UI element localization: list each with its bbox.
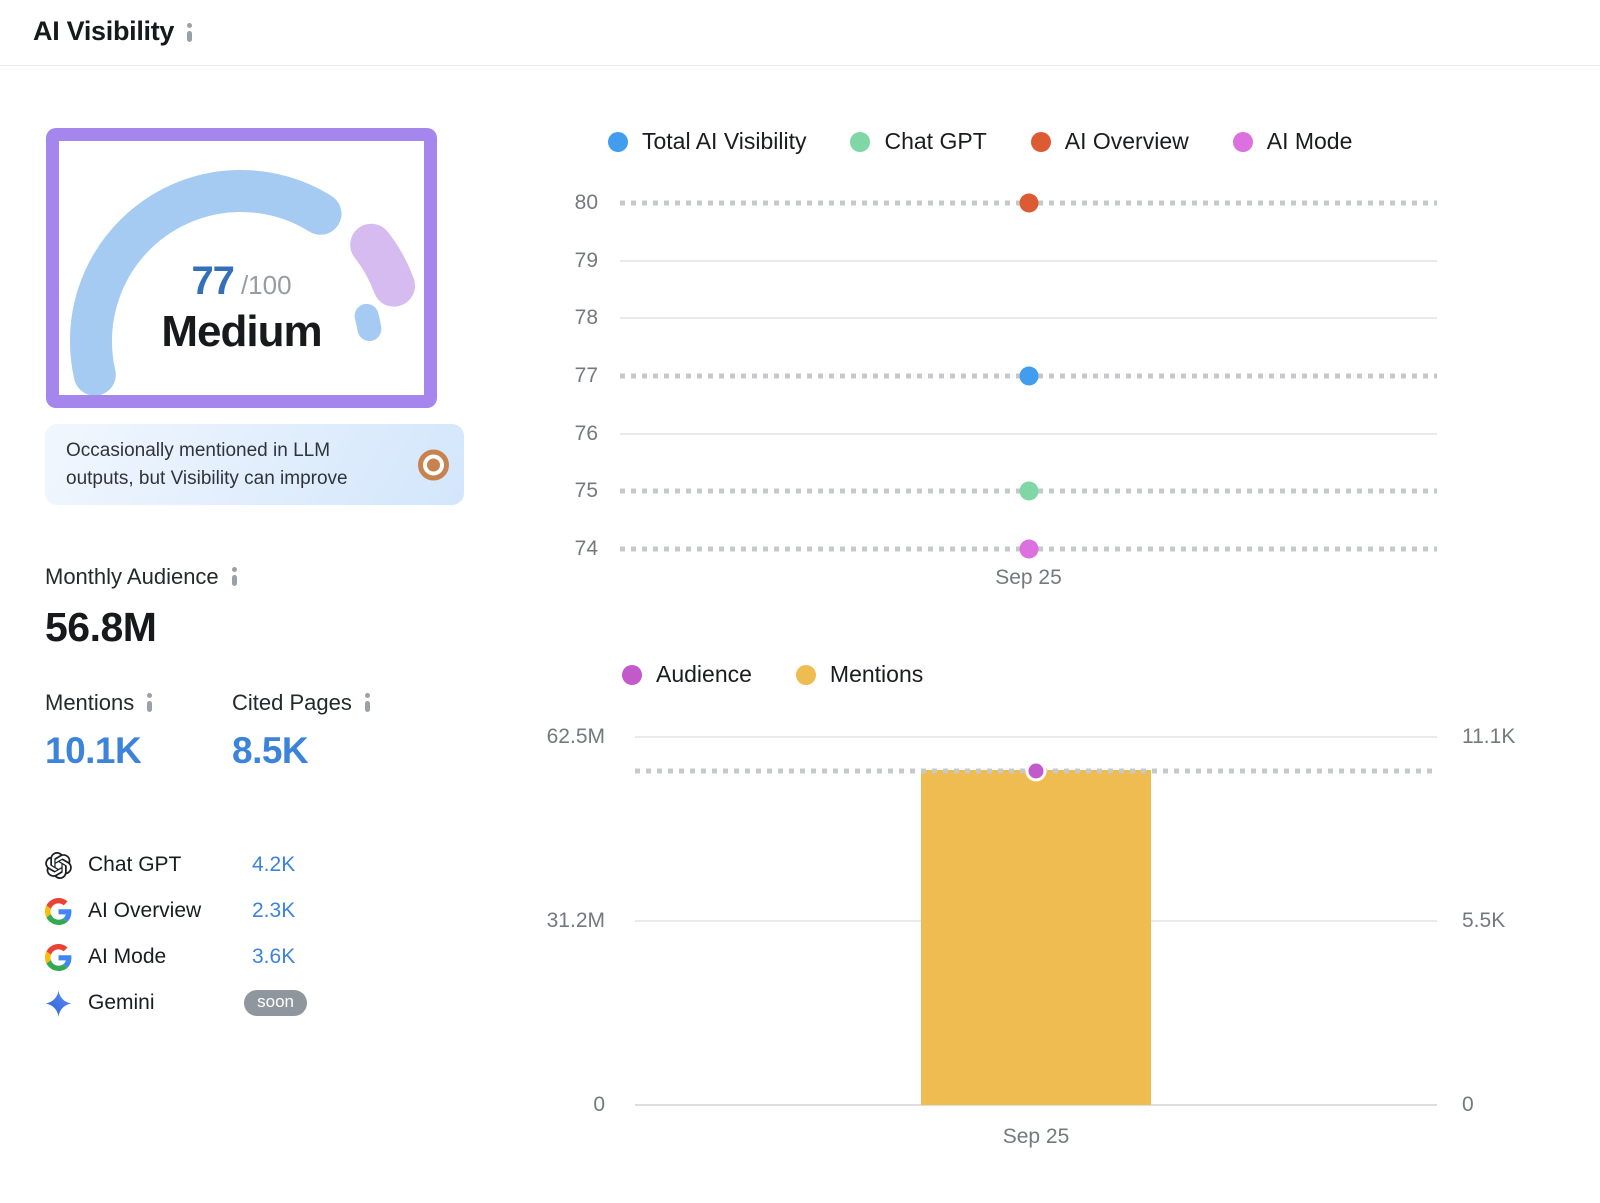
y-axis-tick-right: 0 — [1462, 1093, 1474, 1116]
y-axis-tick: 75 — [574, 479, 598, 503]
cited-pages-value: 8.5K — [232, 730, 309, 771]
legend-dot-icon — [1232, 131, 1253, 152]
data-point[interactable] — [1019, 366, 1038, 386]
target-icon — [418, 449, 449, 480]
visibility-plot: 80 79 78 77 76 75 74 Sep 25 — [575, 191, 1437, 589]
platform-row: Chat GPT 4.2K — [45, 842, 307, 888]
platform-row: AI Mode 3.6K — [45, 934, 307, 980]
data-point[interactable] — [1019, 193, 1038, 213]
y-axis-tick: 76 — [574, 421, 598, 445]
data-point[interactable] — [1019, 481, 1038, 501]
platform-name: Chat GPT — [88, 853, 182, 876]
gauge-rating-label: Medium — [161, 307, 322, 356]
y-axis-tick: 80 — [574, 191, 598, 214]
platform-row: Gemini soon — [45, 980, 307, 1026]
legend-label: AI Overview — [1064, 128, 1189, 154]
legend-item-ai-overview[interactable]: AI Overview — [1030, 128, 1189, 155]
gauge-arc-remainder — [350, 223, 415, 307]
platform-value[interactable]: 4.2K — [252, 853, 296, 876]
gauge-arc — [70, 170, 415, 395]
legend-dot-icon — [1030, 131, 1051, 152]
platform-name: Gemini — [88, 991, 155, 1014]
audience-data-point[interactable] — [1025, 760, 1047, 782]
audience-mentions-chart: Audience Mentions 62.5M 11.1K 31.2M 5.5K 0 0 Se… — [547, 640, 1550, 1180]
platform-name: AI Mode — [88, 945, 167, 968]
visibility-insight-box: Occasionally mentioned in LLM outputs, b… — [45, 424, 464, 505]
cited-pages-label-text: Cited Pages — [232, 690, 352, 715]
legend-item-total-ai-visibility[interactable]: Total AI Visibility — [608, 128, 806, 155]
monthly-audience-value: 56.8M — [45, 604, 157, 650]
gridline-solid — [620, 432, 1437, 435]
platform-row: AI Overview 2.3K — [45, 888, 307, 934]
y-axis-tick: 79 — [574, 248, 598, 272]
y-axis-tick: 77 — [574, 364, 598, 387]
google-icon — [45, 943, 72, 971]
gauge-arc-tip — [354, 303, 382, 341]
info-icon[interactable] — [146, 693, 153, 712]
audience-mentions-plot: 62.5M 11.1K 31.2M 5.5K 0 0 Sep 25 — [547, 725, 1516, 1148]
data-point[interactable] — [1019, 539, 1038, 559]
legend-item-ai-mode[interactable]: AI Mode — [1232, 128, 1353, 155]
gridline-solid — [620, 317, 1437, 320]
legend-item-chat-gpt[interactable]: Chat GPT — [850, 128, 987, 155]
google-icon — [45, 897, 72, 925]
gemini-icon — [45, 989, 72, 1017]
visibility-chart: Total AI Visibility Chat GPT AI Overview AI… — [560, 120, 1490, 600]
monthly-audience-label-text: Monthly Audience — [45, 564, 219, 589]
legend-dot-icon — [622, 664, 642, 685]
visibility-chart-legend: Total AI Visibility Chat GPT AI Overview AI… — [608, 128, 1352, 155]
platform-value[interactable]: 3.6K — [252, 945, 296, 968]
mentions-value: 10.1K — [45, 730, 142, 771]
gauge-arc-filled — [70, 170, 342, 395]
mentions-label-text: Mentions — [45, 690, 135, 715]
platform-list: Chat GPT 4.2K AI Overview 2.3K AI Mode 3.6K Ge… — [45, 842, 307, 1026]
platform-name: AI Overview — [88, 899, 202, 922]
cited-pages-label: Cited Pages — [232, 690, 371, 716]
gridline-solid — [635, 1104, 1437, 1106]
widget-header: AI Visibility — [0, 0, 1600, 66]
monthly-audience-label: Monthly Audience — [45, 564, 238, 590]
y-axis-tick-right: 11.1K — [1462, 725, 1516, 748]
y-axis-tick: 78 — [574, 306, 598, 330]
legend-item-audience[interactable]: Audience — [622, 661, 752, 688]
platform-value[interactable]: 2.3K — [252, 899, 296, 922]
audience-mentions-legend: Audience Mentions — [622, 661, 923, 688]
legend-label: Total AI Visibility — [642, 128, 807, 154]
legend-label: Audience — [656, 661, 752, 687]
legend-label: Chat GPT — [884, 128, 987, 154]
openai-icon — [45, 851, 72, 879]
y-axis-tick-left: 0 — [593, 1093, 605, 1116]
soon-badge: soon — [244, 989, 307, 1017]
gauge-score: 77 — [191, 259, 234, 303]
gridline-solid — [620, 259, 1437, 262]
gauge-score-max: /100 — [240, 270, 292, 300]
y-axis-tick-right: 5.5K — [1462, 909, 1506, 932]
y-axis-tick: 74 — [574, 537, 598, 560]
insight-text: Occasionally mentioned in LLM outputs, b… — [66, 440, 348, 489]
legend-dot-icon — [850, 131, 871, 152]
x-axis-tick: Sep 25 — [1002, 1125, 1070, 1148]
legend-label: Mentions — [829, 661, 924, 687]
info-icon[interactable] — [231, 567, 238, 586]
page-title-text: AI Visibility — [33, 16, 175, 46]
y-axis-tick-left: 62.5M — [546, 725, 605, 748]
mentions-label: Mentions — [45, 690, 153, 716]
page-title: AI Visibility — [33, 16, 193, 47]
mentions-bar[interactable] — [921, 770, 1151, 1105]
legend-dot-icon — [608, 131, 628, 152]
info-icon[interactable] — [186, 23, 193, 42]
info-icon[interactable] — [364, 693, 371, 712]
x-axis-tick: Sep 25 — [995, 566, 1062, 589]
legend-label: AI Mode — [1266, 128, 1353, 154]
legend-dot-icon — [795, 664, 816, 685]
visibility-gauge-card: 77 /100 Medium — [46, 128, 437, 408]
gridline-solid — [635, 736, 1437, 738]
y-axis-tick-left: 31.2M — [546, 909, 605, 932]
legend-item-mentions[interactable]: Mentions — [795, 661, 924, 688]
